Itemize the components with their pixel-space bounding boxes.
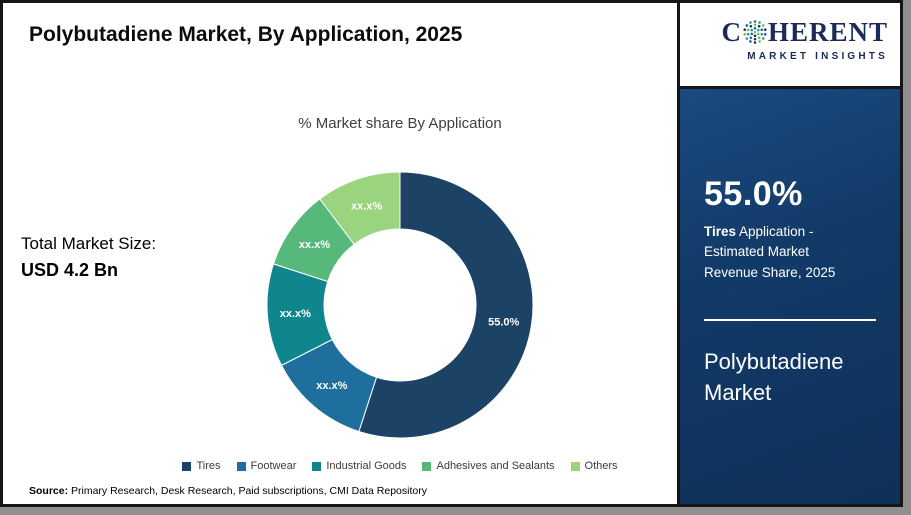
highlight-stat-segment: Tires: [704, 224, 737, 239]
highlight-stat-value: 55.0%: [704, 175, 803, 213]
globe-dot: [743, 28, 747, 31]
globe-dot: [753, 41, 757, 44]
legend-item-adhesives-and-sealants: Adhesives and Sealants: [422, 460, 555, 472]
legend-item-industrial-goods: Industrial Goods: [312, 460, 406, 472]
legend-swatch-adhesives-and-sealants: [422, 461, 432, 471]
globe-dot: [750, 32, 753, 36]
globe-dot: [743, 33, 747, 36]
divider-line: [704, 318, 876, 321]
globe-dot: [753, 34, 757, 38]
donut-chart: 55.0% xx.x% xx.x% xx.x% xx.x%: [250, 155, 550, 455]
globe-dot: [756, 28, 760, 32]
globe-dot: [761, 24, 765, 27]
globe-dot: [753, 20, 757, 23]
globe-icon: [743, 20, 767, 44]
globe-dot: [749, 36, 753, 40]
globe-dot: [758, 21, 761, 24]
sidebar: C HERENT MARKET INSIGHTS 55.0% Tires Appl…: [677, 3, 900, 504]
total-market-size-value: USD 4.2 Bn: [21, 259, 119, 280]
legend-label-others: Others: [584, 460, 618, 472]
legend-swatch-others: [570, 461, 580, 471]
globe-dot: [749, 21, 752, 24]
globe-dot: [753, 37, 757, 41]
globe-dot: [758, 40, 761, 43]
globe-dot: [750, 28, 753, 32]
donut-segment-tires: [358, 171, 534, 439]
chart-subtitle: % Market share By Application: [298, 115, 502, 132]
globe-dot: [753, 23, 757, 27]
logo-brand: C HERENT: [686, 19, 888, 46]
logo-brand-c: C: [721, 17, 742, 47]
legend-swatch-industrial-goods: [312, 461, 322, 471]
donut-segment-value-label: xx.x%: [299, 239, 330, 251]
globe-dot: [749, 40, 752, 43]
logo-tagline: MARKET INSIGHTS: [747, 51, 888, 62]
globe-dot: [760, 32, 764, 36]
globe-dot: [763, 28, 767, 31]
legend-item-others: Others: [570, 460, 618, 472]
chart-area: Polybutadiene Market, By Application, 20…: [3, 3, 677, 504]
coherent-logo: C HERENT MARKET INSIGHTS: [680, 3, 900, 89]
report-title: Polybutadiene Market: [704, 348, 844, 405]
donut-segment-value-label: xx.x%: [351, 200, 382, 212]
donut-segment-value-label: 55.0%: [488, 316, 519, 328]
page-title: Polybutadiene Market, By Application, 20…: [29, 23, 463, 46]
globe-dot: [757, 36, 761, 40]
source-text: Primary Research, Desk Research, Paid su…: [68, 485, 427, 497]
globe-dot: [761, 37, 765, 40]
source-note: Source: Primary Research, Desk Research,…: [29, 485, 427, 497]
globe-dot: [745, 24, 749, 27]
infographic-page: Polybutadiene Market, By Application, 20…: [0, 0, 903, 507]
highlight-stat-caption-text: Application - Estimated Market Revenue S…: [704, 224, 836, 280]
legend-item-tires: Tires: [182, 460, 221, 472]
legend-item-footwear: Footwear: [236, 460, 297, 472]
legend-label-tires: Tires: [196, 460, 221, 472]
donut-segment-value-label: xx.x%: [280, 308, 311, 320]
globe-dot: [749, 24, 753, 28]
globe-dot: [753, 26, 757, 30]
logo-brand-rest: HERENT: [767, 17, 888, 47]
globe-dot: [760, 28, 764, 32]
globe-dot: [757, 24, 761, 28]
legend-swatch-tires: [182, 461, 192, 471]
globe-dot: [756, 32, 760, 36]
legend-swatch-footwear: [236, 461, 246, 471]
globe-dot: [746, 32, 750, 36]
legend-label-footwear: Footwear: [250, 460, 297, 472]
source-label: Source:: [29, 485, 69, 497]
donut-segment-value-label: xx.x%: [316, 380, 347, 392]
highlight-stat-caption: Tires Application - Estimated Market Rev…: [704, 222, 856, 283]
sidebar-panel: 55.0% Tires Application - Estimated Mark…: [680, 89, 900, 504]
donut-segment-others: [319, 171, 401, 246]
total-market-size: Total Market Size: USD 4.2 Bn: [21, 231, 156, 284]
donut-chart-svg: 55.0% xx.x% xx.x% xx.x% xx.x%: [266, 171, 534, 439]
chart-legend: Tires Footwear Industrial Goods Adhesive…: [123, 460, 677, 472]
legend-label-adhesives-and-sealants: Adhesives and Sealants: [436, 460, 555, 472]
total-market-size-label: Total Market Size:: [21, 234, 157, 253]
globe-dot: [763, 33, 767, 36]
globe-dot: [753, 30, 757, 34]
globe-dot: [746, 28, 750, 32]
legend-label-industrial-goods: Industrial Goods: [326, 460, 407, 472]
globe-dot: [745, 37, 749, 40]
